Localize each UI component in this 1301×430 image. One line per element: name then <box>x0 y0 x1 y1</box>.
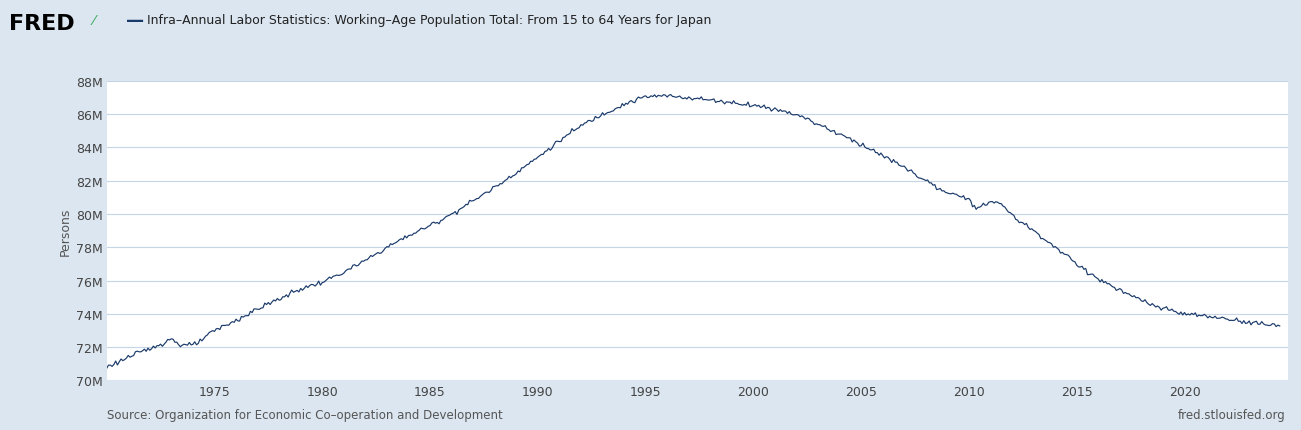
Text: Source: Organization for Economic Co–operation and Development: Source: Organization for Economic Co–ope… <box>107 408 502 421</box>
Text: fred.stlouisfed.org: fred.stlouisfed.org <box>1177 408 1285 421</box>
Text: Infra–Annual Labor Statistics: Working–Age Population Total: From 15 to 64 Years: Infra–Annual Labor Statistics: Working–A… <box>147 14 712 27</box>
Text: —: — <box>126 12 144 30</box>
Y-axis label: Persons: Persons <box>59 207 72 255</box>
Text: FRED: FRED <box>9 14 74 34</box>
Text: ⁄: ⁄ <box>92 14 95 28</box>
